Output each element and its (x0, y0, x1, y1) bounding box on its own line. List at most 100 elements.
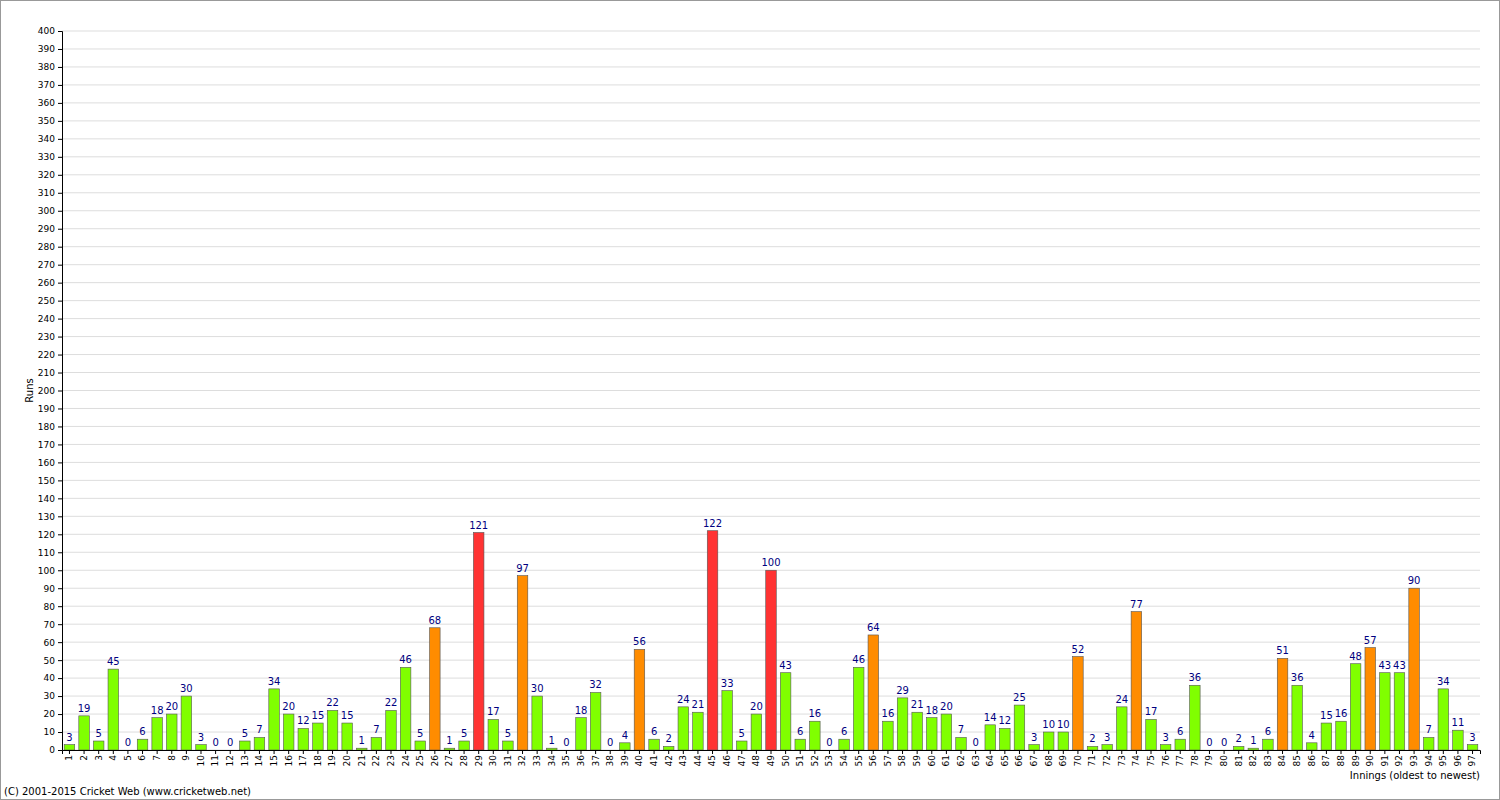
grid-line (62, 31, 1480, 32)
x-tick-label: 73 (1117, 755, 1127, 766)
x-tick-mark (259, 750, 260, 754)
x-tick-label: 7 (152, 755, 162, 761)
y-tick-mark (58, 355, 62, 356)
x-tick-mark (478, 750, 479, 754)
data-label: 36 (1188, 672, 1201, 683)
y-tick: 160 (38, 458, 62, 468)
y-tick-label: 220 (38, 350, 55, 360)
data-label: 90 (1408, 575, 1421, 586)
y-tick: 250 (38, 296, 62, 306)
data-label: 121 (469, 520, 488, 531)
grid-line (62, 354, 1480, 355)
bar (605, 750, 616, 751)
x-tick: 18 (313, 750, 323, 766)
data-label: 1 (1250, 735, 1256, 746)
y-tick-mark (58, 229, 62, 230)
bar (941, 714, 952, 750)
y-tick-mark (58, 301, 62, 302)
bar (532, 696, 543, 750)
x-tick-mark (1428, 750, 1429, 754)
y-tick: 190 (38, 404, 62, 414)
x-tick: 95 (1438, 750, 1448, 766)
y-tick-mark (58, 31, 62, 32)
x-tick-label: 77 (1175, 755, 1185, 766)
bar (678, 707, 689, 750)
y-tick-label: 200 (38, 386, 55, 396)
x-tick: 85 (1292, 750, 1302, 766)
x-tick-label: 40 (634, 755, 644, 767)
x-tick-mark (1048, 750, 1049, 754)
x-tick: 65 (1000, 750, 1010, 766)
bar (795, 739, 806, 750)
x-tick-label: 83 (1263, 755, 1273, 766)
bar (1204, 750, 1215, 751)
x-axis-line (63, 751, 1481, 755)
x-tick-label: 30 (488, 755, 498, 767)
data-label: 20 (940, 701, 953, 712)
x-tick: 41 (649, 750, 659, 766)
bar (1409, 588, 1420, 750)
bar (167, 714, 178, 750)
x-tick-mark (1165, 750, 1166, 754)
x-tick-label: 19 (327, 755, 337, 767)
bar (1467, 745, 1478, 750)
x-tick-mark (1004, 750, 1005, 754)
y-tick: 70 (44, 620, 62, 630)
x-tick-label: 62 (956, 755, 966, 766)
x-tick-mark (405, 750, 406, 754)
bar (561, 750, 572, 751)
y-tick: 240 (38, 314, 62, 324)
data-label: 3 (1104, 732, 1110, 743)
x-tick: 7 (152, 750, 162, 761)
x-tick-label: 10 (196, 755, 206, 767)
bar (663, 746, 674, 750)
y-tick-label: 190 (38, 404, 55, 414)
data-label: 20 (750, 701, 763, 712)
x-tick: 73 (1117, 750, 1127, 766)
data-label: 16 (882, 708, 895, 719)
bar (1292, 685, 1303, 750)
grid-line (62, 444, 1480, 445)
bar (1438, 689, 1449, 750)
x-tick-mark (1034, 750, 1035, 754)
data-label: 46 (399, 654, 412, 665)
x-tick: 15 (269, 750, 279, 766)
y-tick-mark (58, 67, 62, 68)
y-tick-mark (58, 750, 62, 751)
x-tick-mark (1077, 750, 1078, 754)
y-axis-title: Runs (24, 378, 35, 402)
data-label: 64 (867, 622, 880, 633)
x-tick-mark (566, 750, 567, 754)
x-tick-label: 97 (1467, 755, 1477, 766)
y-tick-mark (58, 193, 62, 194)
data-label: 21 (692, 699, 705, 710)
y-tick: 220 (38, 350, 62, 360)
x-tick-label: 44 (693, 755, 703, 767)
x-tick-label: 1 (64, 755, 74, 761)
y-tick-mark (58, 337, 62, 338)
copyright: (C) 2001-2015 Cricket Web (www.cricketwe… (4, 786, 251, 797)
bar (1043, 732, 1054, 750)
bar (371, 737, 382, 750)
x-tick: 36 (576, 750, 586, 766)
bar (459, 741, 470, 750)
grid-line (62, 210, 1480, 211)
x-tick-label: 28 (459, 755, 469, 767)
data-label: 7 (256, 724, 262, 735)
data-label: 11 (1452, 717, 1465, 728)
x-tick-mark (1399, 750, 1400, 754)
x-tick-label: 92 (1394, 755, 1404, 766)
data-label: 6 (797, 726, 803, 737)
bar (108, 669, 119, 750)
bar (430, 628, 441, 750)
grid-line (62, 102, 1480, 103)
y-tick: 210 (38, 368, 62, 378)
x-axis-title: Innings (oldest to newest) (1350, 770, 1480, 781)
x-tick-mark (142, 750, 143, 754)
x-tick-label: 64 (985, 755, 995, 767)
grid-line (62, 282, 1480, 283)
x-tick: 93 (1409, 750, 1419, 766)
data-label: 5 (417, 728, 423, 739)
x-tick: 50 (780, 750, 790, 766)
data-label: 6 (139, 726, 145, 737)
